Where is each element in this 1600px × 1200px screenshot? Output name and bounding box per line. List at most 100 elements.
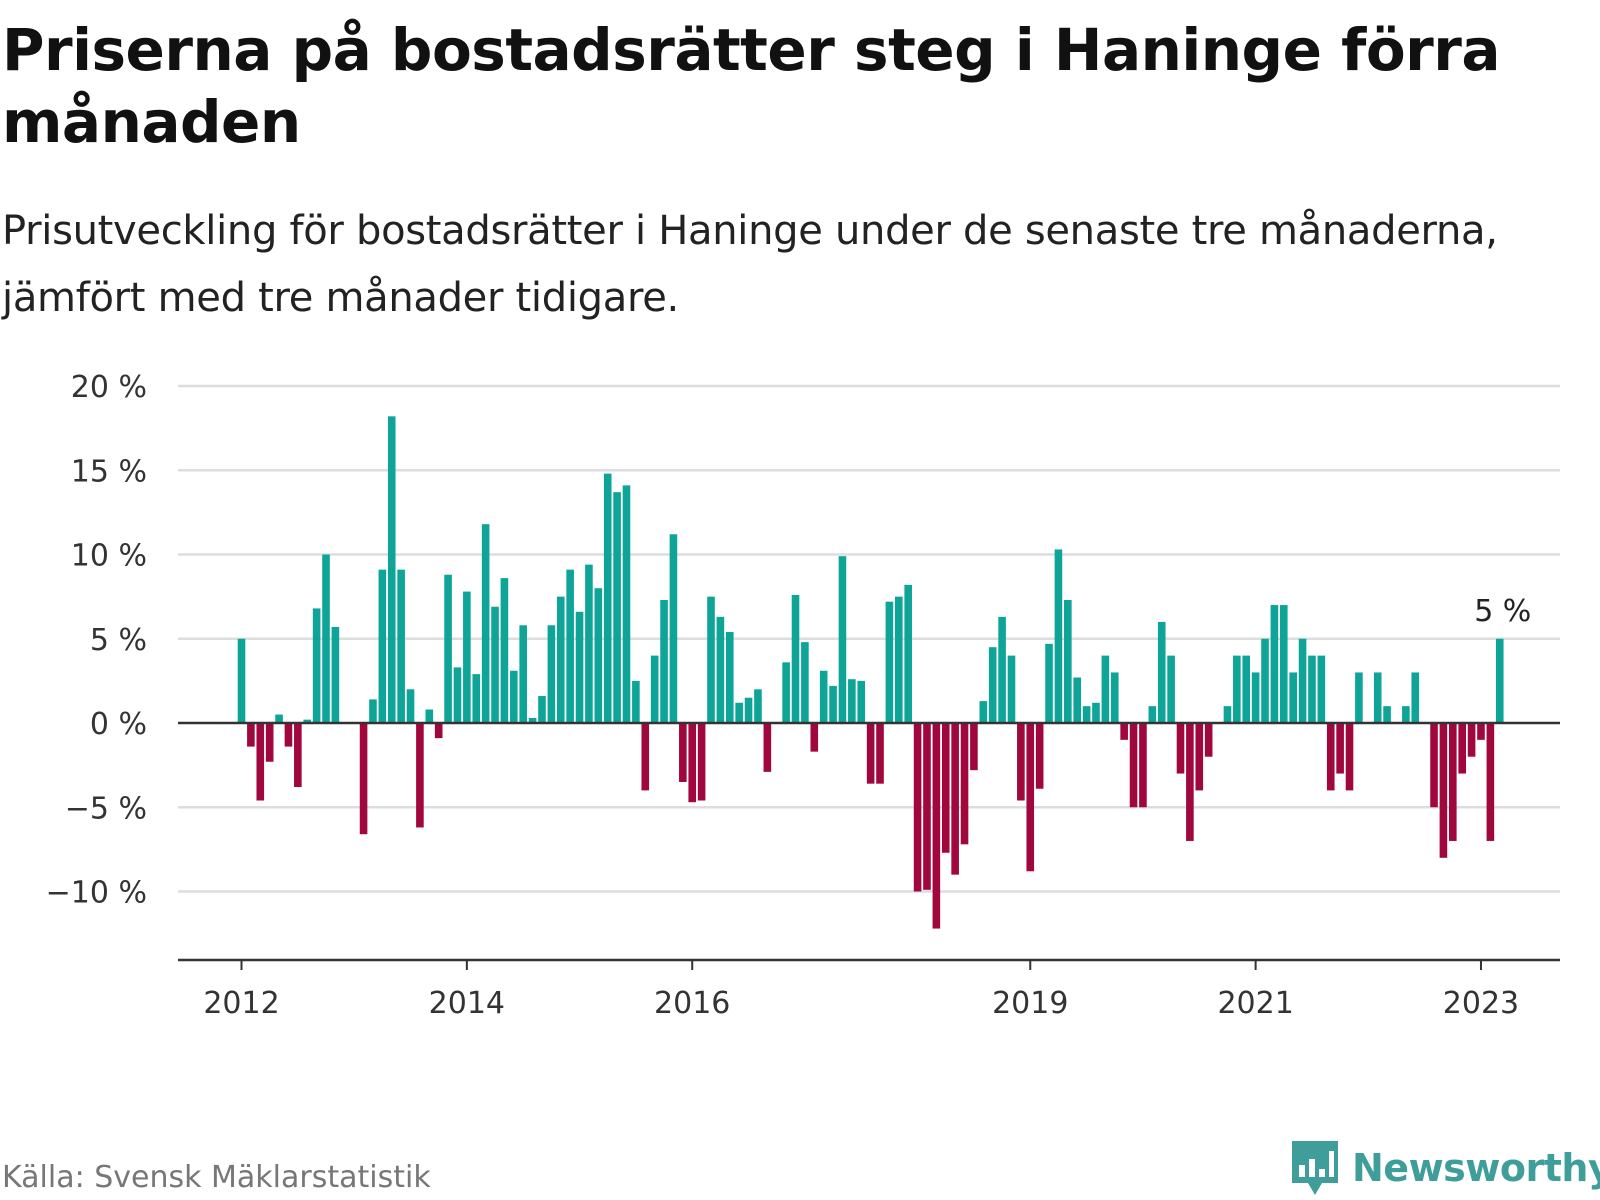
bar: [941, 723, 950, 853]
bar: [425, 709, 434, 723]
y-tick-label: −5 %: [65, 791, 147, 826]
bar: [1458, 723, 1466, 774]
brand-logo[interactable]: Newsworthy: [1290, 1140, 1600, 1196]
bar: [1129, 723, 1138, 808]
bar: [744, 697, 753, 724]
page-title: Priserna på bostadsrätter steg i Haninge…: [2, 16, 1501, 156]
bar: [688, 723, 697, 803]
bar: [1157, 621, 1166, 723]
bar: [716, 616, 725, 724]
bar: [1326, 723, 1335, 791]
bar: [556, 596, 565, 724]
bar: [519, 625, 527, 723]
bar: [838, 556, 847, 723]
y-tick-label: 20 %: [71, 370, 147, 405]
bar: [275, 714, 283, 723]
bar: [1298, 638, 1307, 723]
bar: [801, 642, 809, 723]
bar: [331, 626, 340, 723]
bar: [453, 667, 462, 723]
bar: [528, 717, 537, 723]
bar: [303, 719, 312, 723]
bar: [256, 723, 265, 801]
bars: [237, 416, 1504, 929]
bar: [359, 723, 368, 835]
bar: [406, 689, 415, 723]
chart-subtitle: Prisutveckling för bostadsrätter i Hanin…: [2, 208, 1498, 321]
bar: [1223, 706, 1232, 723]
bar: [819, 670, 828, 723]
bar: [1336, 723, 1344, 774]
bar: [829, 685, 837, 723]
bar: [791, 594, 800, 723]
bar: [416, 723, 424, 828]
bar: [932, 723, 941, 929]
axes: [178, 721, 1560, 970]
bar: [538, 696, 546, 723]
bar: [660, 600, 668, 724]
bar: [979, 701, 988, 724]
x-tick-label: 2012: [203, 986, 279, 1021]
bar: [1411, 672, 1420, 723]
bar: [1064, 600, 1072, 724]
bar: [735, 702, 743, 723]
bar: [697, 723, 706, 801]
bar: [510, 670, 518, 723]
x-tick-label: 2021: [1217, 986, 1293, 1021]
bar: [1383, 706, 1391, 723]
bar: [1233, 655, 1241, 723]
y-tick-label: 10 %: [71, 539, 147, 574]
bar: [1467, 723, 1476, 757]
bar: [463, 591, 471, 723]
bar: [622, 485, 631, 723]
bar: [866, 723, 875, 784]
bar: [1176, 723, 1185, 774]
bar: [284, 723, 293, 747]
bar: [265, 723, 274, 762]
bar: [1167, 655, 1175, 723]
bar: [1073, 677, 1082, 723]
bar: [632, 680, 640, 724]
bar: [1270, 605, 1279, 723]
bar: [1148, 706, 1157, 723]
bar: [857, 680, 866, 724]
bar: [237, 638, 246, 723]
bar: [1495, 638, 1504, 723]
y-tick-label: −10 %: [46, 876, 147, 911]
bar: [1204, 723, 1213, 757]
x-tick-label: 2016: [654, 986, 730, 1021]
bar: [566, 569, 574, 723]
bar-chart: 20 % 15 % 10 % 5 % 0 % −5 % −10 % 2012 2014 2016 2…: [46, 370, 1560, 1021]
bar: [998, 616, 1006, 724]
bar: [1007, 655, 1016, 723]
bar: [951, 723, 959, 875]
bar: [387, 416, 396, 723]
bar: [1139, 723, 1147, 808]
bar: [913, 723, 922, 892]
bar: [1402, 706, 1410, 723]
bar: [707, 596, 715, 724]
bar: [613, 492, 621, 723]
bar: [641, 723, 650, 791]
bar: [725, 632, 734, 723]
bar: [650, 655, 659, 723]
bar: [369, 699, 377, 723]
bar: [1035, 723, 1044, 789]
bar: [472, 674, 481, 723]
bar: [1251, 672, 1260, 723]
bar: [1486, 723, 1495, 841]
x-tick-label: 2019: [992, 986, 1068, 1021]
x-tick-label: 2014: [429, 986, 505, 1021]
bar: [575, 611, 584, 723]
bar: [481, 524, 490, 723]
bar: [895, 596, 903, 724]
bar: [1308, 655, 1316, 723]
bar: [1101, 655, 1110, 723]
bar: [247, 723, 255, 747]
bar: [763, 723, 772, 772]
bar: [1017, 723, 1025, 801]
bar: [1242, 655, 1251, 723]
bar: [594, 588, 603, 723]
x-tick-label: 2023: [1443, 986, 1519, 1021]
bar: [1279, 605, 1288, 723]
